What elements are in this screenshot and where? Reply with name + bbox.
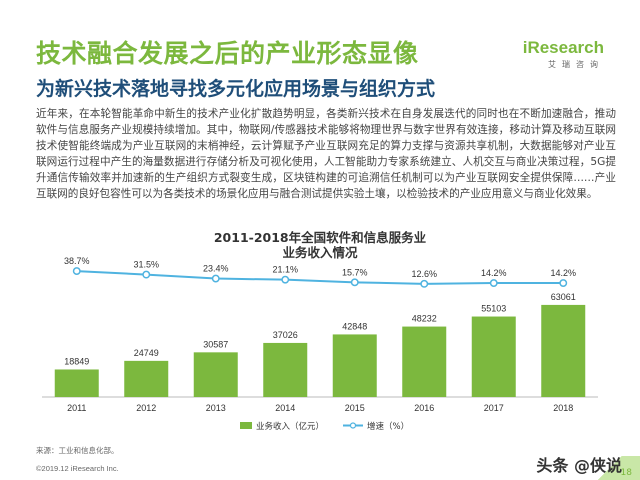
growth-label-2016: 12.6% (411, 269, 437, 279)
x-tick-2018: 2018 (553, 403, 573, 413)
growth-label-2018: 14.2% (550, 268, 576, 278)
legend-label-growth: 增速（%） (367, 421, 409, 432)
bar-label-2018: 63061 (551, 292, 576, 302)
copyright-text: ©2019.12 iResearch Inc. (36, 464, 119, 473)
page-number: 18 (620, 468, 632, 478)
body-paragraph: 近年来，在本轮智能革命中新生的技术产业化扩散趋势明显，各类新兴技术在自身发展迭代… (36, 108, 616, 200)
logo-main-text: iResearch (522, 38, 604, 57)
legend-label-revenue: 业务收入（亿元） (256, 421, 324, 432)
bar-2014 (263, 342, 308, 397)
bar-2011 (54, 369, 99, 397)
x-tick-2012: 2012 (136, 403, 156, 413)
growth-label-2017: 14.2% (481, 268, 507, 278)
chart-title-line1: 2011-2018年全国软件和信息服务业 (213, 230, 427, 245)
bar-2013 (193, 352, 238, 397)
bar-label-2012: 24749 (134, 348, 159, 358)
bar-2016 (402, 326, 447, 397)
growth-label-2011: 38.7% (64, 256, 90, 266)
x-tick-2011: 2011 (67, 403, 86, 413)
bar-label-2017: 55103 (481, 304, 506, 314)
bar-2012 (124, 360, 169, 397)
growth-label-2013: 23.4% (203, 264, 229, 274)
bar-2018 (541, 304, 586, 397)
x-tick-2013: 2013 (206, 403, 226, 413)
bar-label-2015: 42848 (342, 321, 367, 331)
growth-point-2011 (72, 267, 81, 276)
growth-point-2014 (281, 275, 290, 284)
bar-label-2014: 37026 (273, 330, 298, 340)
bar-label-2016: 48232 (412, 314, 437, 324)
corner-decoration (580, 456, 640, 480)
growth-point-2017 (489, 279, 498, 288)
page-title: 技术融合发展之后的产业形态显像 (36, 39, 419, 68)
chart-title: 2011-2018年全国软件和信息服务业 业务收入情况 (0, 230, 640, 260)
growth-label-2015: 15.7% (342, 267, 368, 277)
logo-sub-text: 艾瑞咨询 (548, 60, 604, 69)
x-tick-2017: 2017 (484, 403, 504, 413)
bar-label-2011: 18849 (64, 356, 89, 366)
page-subtitle: 为新兴技术落地寻找多元化应用场景与组织方式 (36, 78, 436, 100)
growth-line (76, 270, 564, 285)
growth-label-2014: 21.1% (272, 265, 298, 275)
watermark-text: 头条 @侠说 (536, 456, 622, 475)
legend-swatch-revenue (240, 422, 252, 429)
x-tick-2014: 2014 (275, 403, 295, 413)
bar-2015 (332, 334, 377, 397)
growth-point-2016 (420, 279, 429, 288)
source-note: 来源：工业和信息化部。 (36, 446, 119, 455)
growth-point-2013 (211, 274, 220, 283)
bar-label-2013: 30587 (203, 339, 228, 349)
x-tick-2016: 2016 (414, 403, 434, 413)
iresearch-logo: iResearch 艾瑞咨询 (523, 38, 604, 70)
bar-2017 (471, 316, 516, 397)
x-tick-2015: 2015 (345, 403, 365, 413)
growth-point-2018 (559, 279, 568, 288)
chart-title-line2: 业务收入情况 (282, 245, 358, 260)
legend-marker-growth (349, 422, 357, 429)
growth-point-2012 (142, 270, 151, 279)
growth-label-2012: 31.5% (133, 260, 159, 270)
growth-point-2015 (350, 278, 359, 287)
